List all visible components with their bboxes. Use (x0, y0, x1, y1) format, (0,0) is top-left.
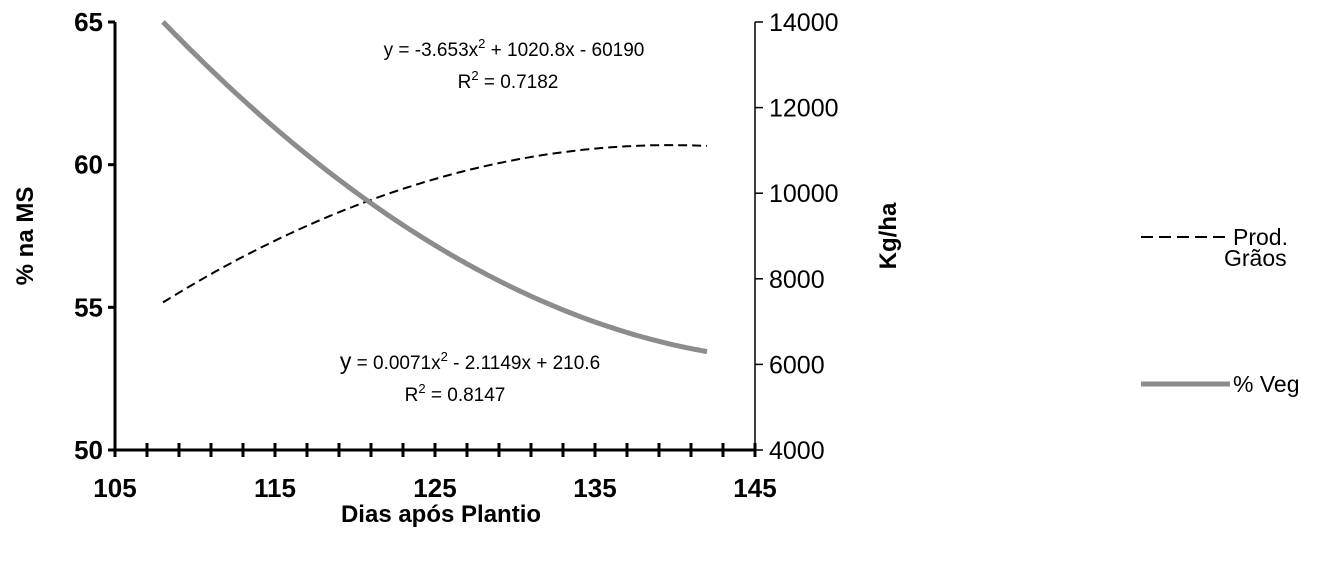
legend: Prod. Grãos % Veg (1141, 224, 1300, 397)
y-tick-label: 55 (74, 292, 103, 322)
right-axis-ticks: 4000 6000 8000 10000 12000 14000 (755, 9, 839, 465)
veg-equation: y = 0.0071x2 - 2.1149x + 210.6 (340, 348, 600, 374)
x-tick-label: 115 (254, 473, 296, 503)
x-tick-label: 135 (573, 473, 616, 503)
veg-r2: R2 = 0.8147 (405, 381, 506, 406)
y2-tick-label: 4000 (769, 437, 825, 465)
x-tick-label: 125 (413, 473, 456, 503)
series-line-veg (161, 20, 708, 355)
y2-tick-label: 12000 (769, 95, 839, 123)
grain-r2: R2 = 0.7182 (458, 68, 559, 93)
y2-tick-label: 10000 (769, 180, 839, 208)
y2-axis-title: Kg/ha (875, 202, 902, 269)
x-tick-label: 145 (733, 473, 776, 503)
legend-label-prod-graos-line2: Grãos (1224, 245, 1287, 271)
y-tick-label: 50 (74, 435, 103, 465)
x-axis-title: Dias após Plantio (341, 501, 541, 528)
y-tick-label: 65 (74, 7, 103, 37)
legend-label-prod-graos-line1: Prod. (1233, 224, 1288, 250)
y2-tick-label: 6000 (769, 351, 825, 379)
legend-label-veg: % Veg (1233, 371, 1300, 397)
left-axis-ticks: 50 55 60 65 (74, 7, 115, 465)
x-axis-ticks: 105 115 125 135 145 (93, 443, 777, 503)
x-tick-label: 105 (93, 473, 136, 503)
y2-tick-label: 14000 (769, 9, 839, 37)
y-tick-label: 60 (74, 150, 103, 180)
grain-equation: y = -3.653x2 + 1020.8x - 60190 (384, 36, 645, 61)
y-axis-title: % na MS (12, 187, 39, 286)
y2-tick-label: 8000 (769, 266, 825, 294)
series-line-prod-graos (162, 144, 708, 304)
